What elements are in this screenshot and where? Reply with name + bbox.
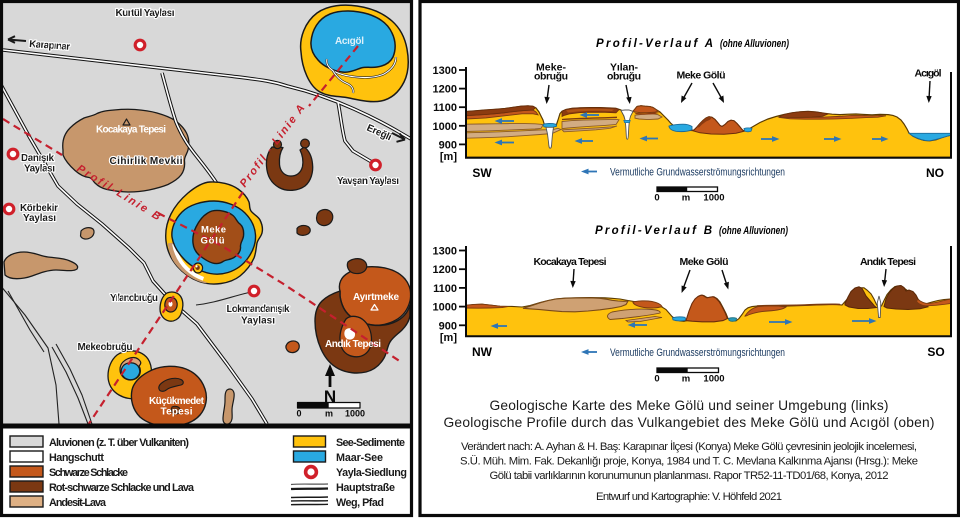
svg-text:(ohne Alluvionen): (ohne Alluvionen) [719, 225, 788, 237]
svg-text:Meke-: Meke- [536, 62, 567, 74]
svg-text:1300: 1300 [433, 65, 457, 77]
svg-text:Yaylası: Yaylası [241, 316, 275, 327]
svg-text:1300: 1300 [433, 246, 457, 258]
svg-text:0: 0 [296, 409, 301, 419]
svg-text:m: m [682, 193, 690, 204]
svg-text:obruğu: obruğu [534, 71, 568, 83]
svg-text:1100: 1100 [433, 283, 457, 295]
svg-text:Andık Tepesi: Andık Tepesi [325, 339, 381, 350]
svg-text:Yayla-Siedlung: Yayla-Siedlung [336, 467, 407, 479]
svg-text:Geologische Karte des Meke Göl: Geologische Karte des Meke Gölü und sein… [490, 398, 889, 413]
svg-text:0: 0 [654, 193, 659, 204]
svg-text:S.Ü. Müh. Mim. Fak. Dekanlığı: S.Ü. Müh. Mim. Fak. Dekanlığı proje, Kon… [460, 456, 918, 468]
svg-text:NO: NO [926, 166, 944, 180]
svg-text:m: m [325, 409, 333, 419]
svg-text:Hangschutt: Hangschutt [49, 452, 104, 464]
svg-text:Gölü: Gölü [201, 236, 225, 247]
svg-text:Andık Tepesi: Andık Tepesi [860, 256, 916, 268]
svg-text:Yaylası: Yaylası [24, 164, 55, 175]
svg-text:Yavşan Yaylası: Yavşan Yaylası [337, 176, 399, 187]
svg-text:Yılan-: Yılan- [610, 62, 639, 74]
svg-text:Acıgöl: Acıgöl [915, 68, 942, 80]
svg-text:Danışık: Danışık [21, 153, 54, 164]
svg-text:SW: SW [472, 166, 492, 180]
svg-text:Küçükmedet: Küçükmedet [149, 396, 205, 407]
svg-text:1000: 1000 [433, 121, 457, 133]
svg-text:Vermutliche Grundwasserströmun: Vermutliche Grundwasserströmungsrichtung… [610, 167, 785, 179]
svg-text:Kurtül Yaylası: Kurtül Yaylası [116, 8, 175, 19]
svg-text:Mekeobruğu: Mekeobruğu [78, 342, 133, 353]
svg-text:Profil-Verlauf B: Profil-Verlauf B [595, 225, 712, 237]
svg-text:Meke Gölü: Meke Gölü [680, 256, 729, 268]
svg-text:Hauptstraße: Hauptstraße [336, 482, 395, 494]
svg-text:Yaylası: Yaylası [23, 213, 56, 224]
svg-text:Profil-Verlauf A: Profil-Verlauf A [596, 38, 713, 50]
svg-text:Meke Gölü: Meke Gölü [677, 70, 726, 82]
svg-text:[m]: [m] [440, 151, 457, 163]
svg-text:Vermutliche Grundwasserströmun: Vermutliche Grundwasserströmungsrichtung… [610, 347, 785, 359]
svg-text:1000: 1000 [433, 302, 457, 314]
svg-text:Schwarze Schlacke: Schwarze Schlacke [49, 467, 128, 479]
svg-text:obruğu: obruğu [607, 71, 641, 83]
svg-text:Karapınar: Karapınar [29, 39, 71, 53]
svg-text:N: N [324, 387, 336, 406]
svg-text:Körbekir: Körbekir [20, 203, 58, 214]
svg-text:1000: 1000 [703, 193, 724, 204]
svg-text:1200: 1200 [433, 264, 457, 276]
svg-text:Gölü tabii varlıklarının korun: Gölü tabii varlıklarının korunumunun pla… [490, 470, 889, 482]
svg-text:Kocakaya Tepesi: Kocakaya Tepesi [96, 125, 166, 136]
svg-text:Weg, Pfad: Weg, Pfad [336, 497, 384, 509]
svg-text:Entwurf und Kartographie: V. H: Entwurf und Kartographie: V. Höhfeld 202… [596, 491, 782, 503]
svg-text:m: m [682, 374, 690, 385]
svg-text:Yılanobruğu: Yılanobruğu [110, 293, 158, 304]
svg-text:Lokmandanışık: Lokmandanışık [227, 304, 290, 315]
svg-text:0: 0 [654, 374, 659, 385]
svg-text:Verändert nach: A. Ayhan & H.: Verändert nach: A. Ayhan & H. Baş: Karap… [461, 440, 917, 453]
svg-text:1200: 1200 [433, 84, 457, 96]
svg-text:900: 900 [439, 139, 457, 151]
svg-text:Ayırtmeke: Ayırtmeke [353, 292, 399, 303]
svg-text:Aluvionen (z. T. über Vulkanit: Aluvionen (z. T. über Vulkaniten) [49, 437, 189, 449]
svg-text:1000: 1000 [345, 409, 365, 419]
svg-text:Tepesi: Tepesi [161, 407, 193, 418]
svg-text:1100: 1100 [433, 102, 457, 114]
svg-text:900: 900 [439, 320, 457, 332]
svg-text:Kocakaya Tepesi: Kocakaya Tepesi [534, 256, 607, 268]
svg-text:Maar-See: Maar-See [336, 452, 383, 464]
svg-text:1000: 1000 [703, 374, 724, 385]
svg-text:NW: NW [472, 345, 493, 359]
svg-text:Cihirlik Mevkii: Cihirlik Mevkii [110, 156, 183, 167]
svg-text:See-Sedimente: See-Sedimente [336, 437, 405, 449]
svg-text:Geologische Profile durch das: Geologische Profile durch das Vulkangebi… [444, 415, 935, 430]
svg-text:Meke: Meke [201, 225, 226, 236]
svg-text:[m]: [m] [440, 332, 457, 344]
svg-text:Andesit-Lava: Andesit-Lava [49, 497, 107, 509]
svg-text:(ohne Alluvionen): (ohne Alluvionen) [720, 38, 789, 50]
svg-text:Acıgöl: Acıgöl [335, 36, 364, 47]
svg-text:SO: SO [927, 345, 944, 359]
svg-text:Rot-schwarze Schlacke und Lava: Rot-schwarze Schlacke und Lava [49, 482, 195, 494]
